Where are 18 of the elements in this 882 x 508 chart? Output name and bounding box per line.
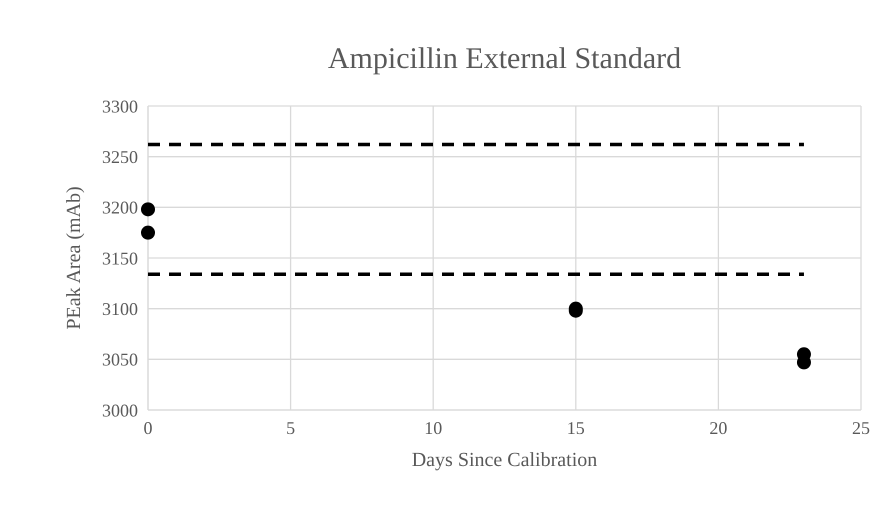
- y-tick-label: 3000: [102, 400, 138, 420]
- point: [141, 226, 155, 240]
- point: [141, 202, 155, 216]
- x-axis-title: Days Since Calibration: [412, 449, 598, 471]
- y-tick-label: 3050: [102, 350, 138, 370]
- x-tick-label: 15: [566, 418, 585, 438]
- y-tick-label: 3100: [102, 298, 138, 319]
- y-axis-title: PEak Area (mAb): [63, 186, 85, 330]
- chart-title: Ampicillin External Standard: [328, 42, 682, 75]
- x-tick-label: 25: [852, 418, 870, 438]
- y-tick-label: 3150: [102, 248, 138, 268]
- y-tick-label: 3250: [102, 146, 138, 167]
- x-tick-label: 10: [424, 418, 442, 438]
- y-tick-label: 3200: [102, 198, 138, 218]
- y-tick-label: 3300: [102, 96, 138, 116]
- x-tick-label: 0: [144, 418, 152, 438]
- x-tick-label: 20: [709, 418, 728, 438]
- x-tick-label: 5: [286, 418, 296, 438]
